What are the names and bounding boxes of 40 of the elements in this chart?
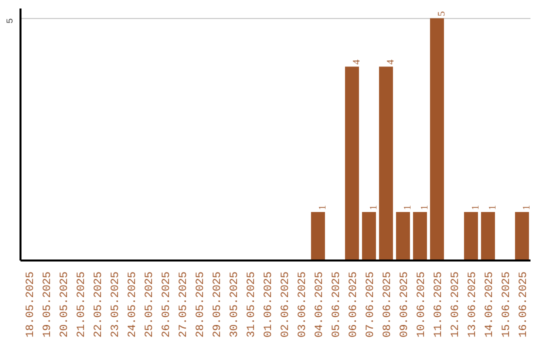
x-tick-label: 16.06.2025 xyxy=(518,271,530,338)
x-tick-label: 12.06.2025 xyxy=(450,271,462,338)
x-tick-label: 27.05.2025 xyxy=(178,271,190,338)
x-tick-label: 13.06.2025 xyxy=(467,271,479,338)
x-tick-label: 03.06.2025 xyxy=(297,271,309,338)
data-label: 5 xyxy=(436,11,448,16)
data-label: 4 xyxy=(386,60,396,65)
x-tick-label: 24.05.2025 xyxy=(127,271,139,338)
x-tick-label: 19.05.2025 xyxy=(42,271,54,338)
x-tick-label: 06.06.2025 xyxy=(348,271,360,338)
x-tick-label: 23.05.2025 xyxy=(110,271,122,338)
x-tick-label: 31.05.2025 xyxy=(246,271,258,338)
x-tick-label: 28.05.2025 xyxy=(195,271,207,338)
data-label: 1 xyxy=(470,205,482,210)
x-tick-label: 02.06.2025 xyxy=(280,271,292,338)
x-tick-label: 29.05.2025 xyxy=(212,271,224,338)
x-tick-label: 05.06.2025 xyxy=(331,271,343,338)
data-label: 1 xyxy=(318,205,328,210)
x-tick-label: 20.05.2025 xyxy=(59,271,71,338)
data-label: 1 xyxy=(420,205,430,210)
x-tick-label: 15.06.2025 xyxy=(501,271,513,338)
data-label: 1 xyxy=(368,205,380,210)
x-tick-label: 04.06.2025 xyxy=(314,271,326,338)
x-tick-label: 25.05.2025 xyxy=(144,271,156,338)
data-label: 1 xyxy=(522,205,532,210)
x-tick-label: 10.06.2025 xyxy=(416,271,428,338)
x-tick-label: 26.05.2025 xyxy=(161,271,173,338)
x-tick-label: 30.05.2025 xyxy=(229,271,241,338)
x-tick-label: 07.06.2025 xyxy=(365,271,377,338)
x-tick-label: 18.05.2025 xyxy=(25,271,37,338)
data-label: 1 xyxy=(402,205,414,210)
x-tick-label: 21.05.2025 xyxy=(76,271,88,338)
x-tick-label: 22.05.2025 xyxy=(93,271,105,338)
x-tick-label: 01.06.2025 xyxy=(263,271,275,338)
x-tick-label: 09.06.2025 xyxy=(399,271,411,338)
x-tick-label: 11.06.2025 xyxy=(433,271,445,338)
data-label: 4 xyxy=(352,60,362,65)
x-tick-label: 14.06.2025 xyxy=(484,271,496,338)
data-label: 1 xyxy=(488,205,498,210)
x-tick-label: 08.06.2025 xyxy=(382,271,394,338)
